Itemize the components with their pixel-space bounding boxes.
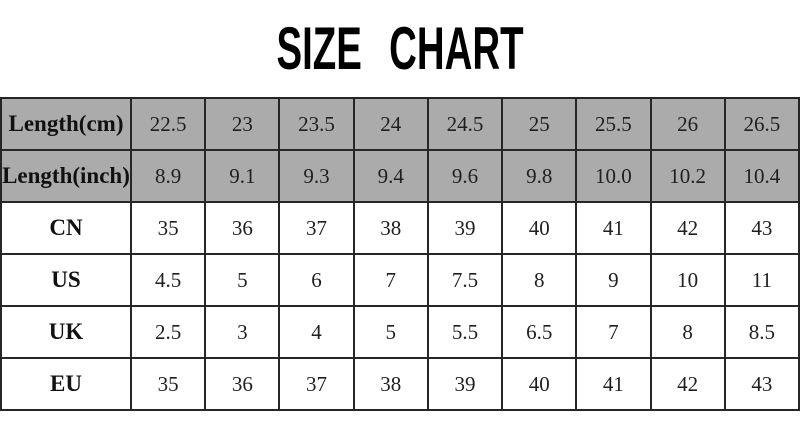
cell: 8.9 — [129, 149, 207, 203]
cell: 8.5 — [723, 305, 800, 359]
row-label: EU — [0, 357, 132, 411]
cell: 39 — [426, 357, 504, 411]
cell: 6 — [278, 253, 355, 307]
cell: 5.5 — [426, 305, 504, 359]
row-label: Length(inch) — [0, 149, 132, 203]
cell: 8 — [501, 253, 578, 307]
row-label: Length(cm) — [0, 97, 132, 151]
cell: 9 — [575, 253, 652, 307]
cell: 4.5 — [129, 253, 207, 307]
cell: 42 — [649, 357, 726, 411]
row-label: UK — [0, 305, 132, 359]
cell: 41 — [575, 357, 652, 411]
cell: 38 — [352, 201, 429, 255]
cell: 6.5 — [501, 305, 578, 359]
cell: 26 — [649, 97, 726, 151]
cell: 41 — [575, 201, 652, 255]
cell: 8 — [649, 305, 726, 359]
cell: 7 — [352, 253, 429, 307]
cell: 37 — [278, 357, 355, 411]
cell: 9.8 — [501, 149, 578, 203]
cell: 35 — [129, 201, 207, 255]
cell: 23.5 — [278, 97, 355, 151]
cell: 10.0 — [575, 149, 652, 203]
cell: 7 — [575, 305, 652, 359]
cell: 22.5 — [129, 97, 207, 151]
cell: 10.2 — [649, 149, 726, 203]
cell: 2.5 — [129, 305, 207, 359]
cell: 38 — [352, 357, 429, 411]
cell: 42 — [649, 201, 726, 255]
table-row-uk: UK 2.5 3 4 5 5.5 6.5 7 8 8.5 — [0, 305, 800, 359]
cell: 35 — [129, 357, 207, 411]
cell: 9.3 — [278, 149, 355, 203]
cell: 36 — [204, 201, 281, 255]
cell: 7.5 — [426, 253, 504, 307]
cell: 24.5 — [426, 97, 504, 151]
size-chart-table: Length(cm) 22.5 23 23.5 24 24.5 25 25.5 … — [0, 97, 800, 411]
cell: 36 — [204, 357, 281, 411]
cell: 24 — [352, 97, 429, 151]
table-row-us: US 4.5 5 6 7 7.5 8 9 10 11 — [0, 253, 800, 307]
cell: 4 — [278, 305, 355, 359]
cell: 43 — [723, 357, 800, 411]
table-row-eu: EU 35 36 37 38 39 40 41 42 43 — [0, 357, 800, 411]
cell: 9.1 — [204, 149, 281, 203]
table-row-length-inch: Length(inch) 8.9 9.1 9.3 9.4 9.6 9.8 10.… — [0, 149, 800, 203]
cell: 37 — [278, 201, 355, 255]
table-row-length-cm: Length(cm) 22.5 23 23.5 24 24.5 25 25.5 … — [0, 97, 800, 151]
row-label: US — [0, 253, 132, 307]
cell: 5 — [204, 253, 281, 307]
row-label: CN — [0, 201, 132, 255]
cell: 9.4 — [352, 149, 429, 203]
cell: 23 — [204, 97, 281, 151]
cell: 5 — [352, 305, 429, 359]
page-title: SIZE CHART — [276, 14, 524, 82]
cell: 9.6 — [426, 149, 504, 203]
cell: 39 — [426, 201, 504, 255]
cell: 11 — [723, 253, 800, 307]
cell: 25 — [501, 97, 578, 151]
table-row-cn: CN 35 36 37 38 39 40 41 42 43 — [0, 201, 800, 255]
title-band: SIZE CHART — [0, 0, 800, 97]
cell: 10 — [649, 253, 726, 307]
cell: 3 — [204, 305, 281, 359]
cell: 43 — [723, 201, 800, 255]
cell: 10.4 — [723, 149, 800, 203]
cell: 40 — [501, 357, 578, 411]
cell: 40 — [501, 201, 578, 255]
cell: 25.5 — [575, 97, 652, 151]
cell: 26.5 — [723, 97, 800, 151]
